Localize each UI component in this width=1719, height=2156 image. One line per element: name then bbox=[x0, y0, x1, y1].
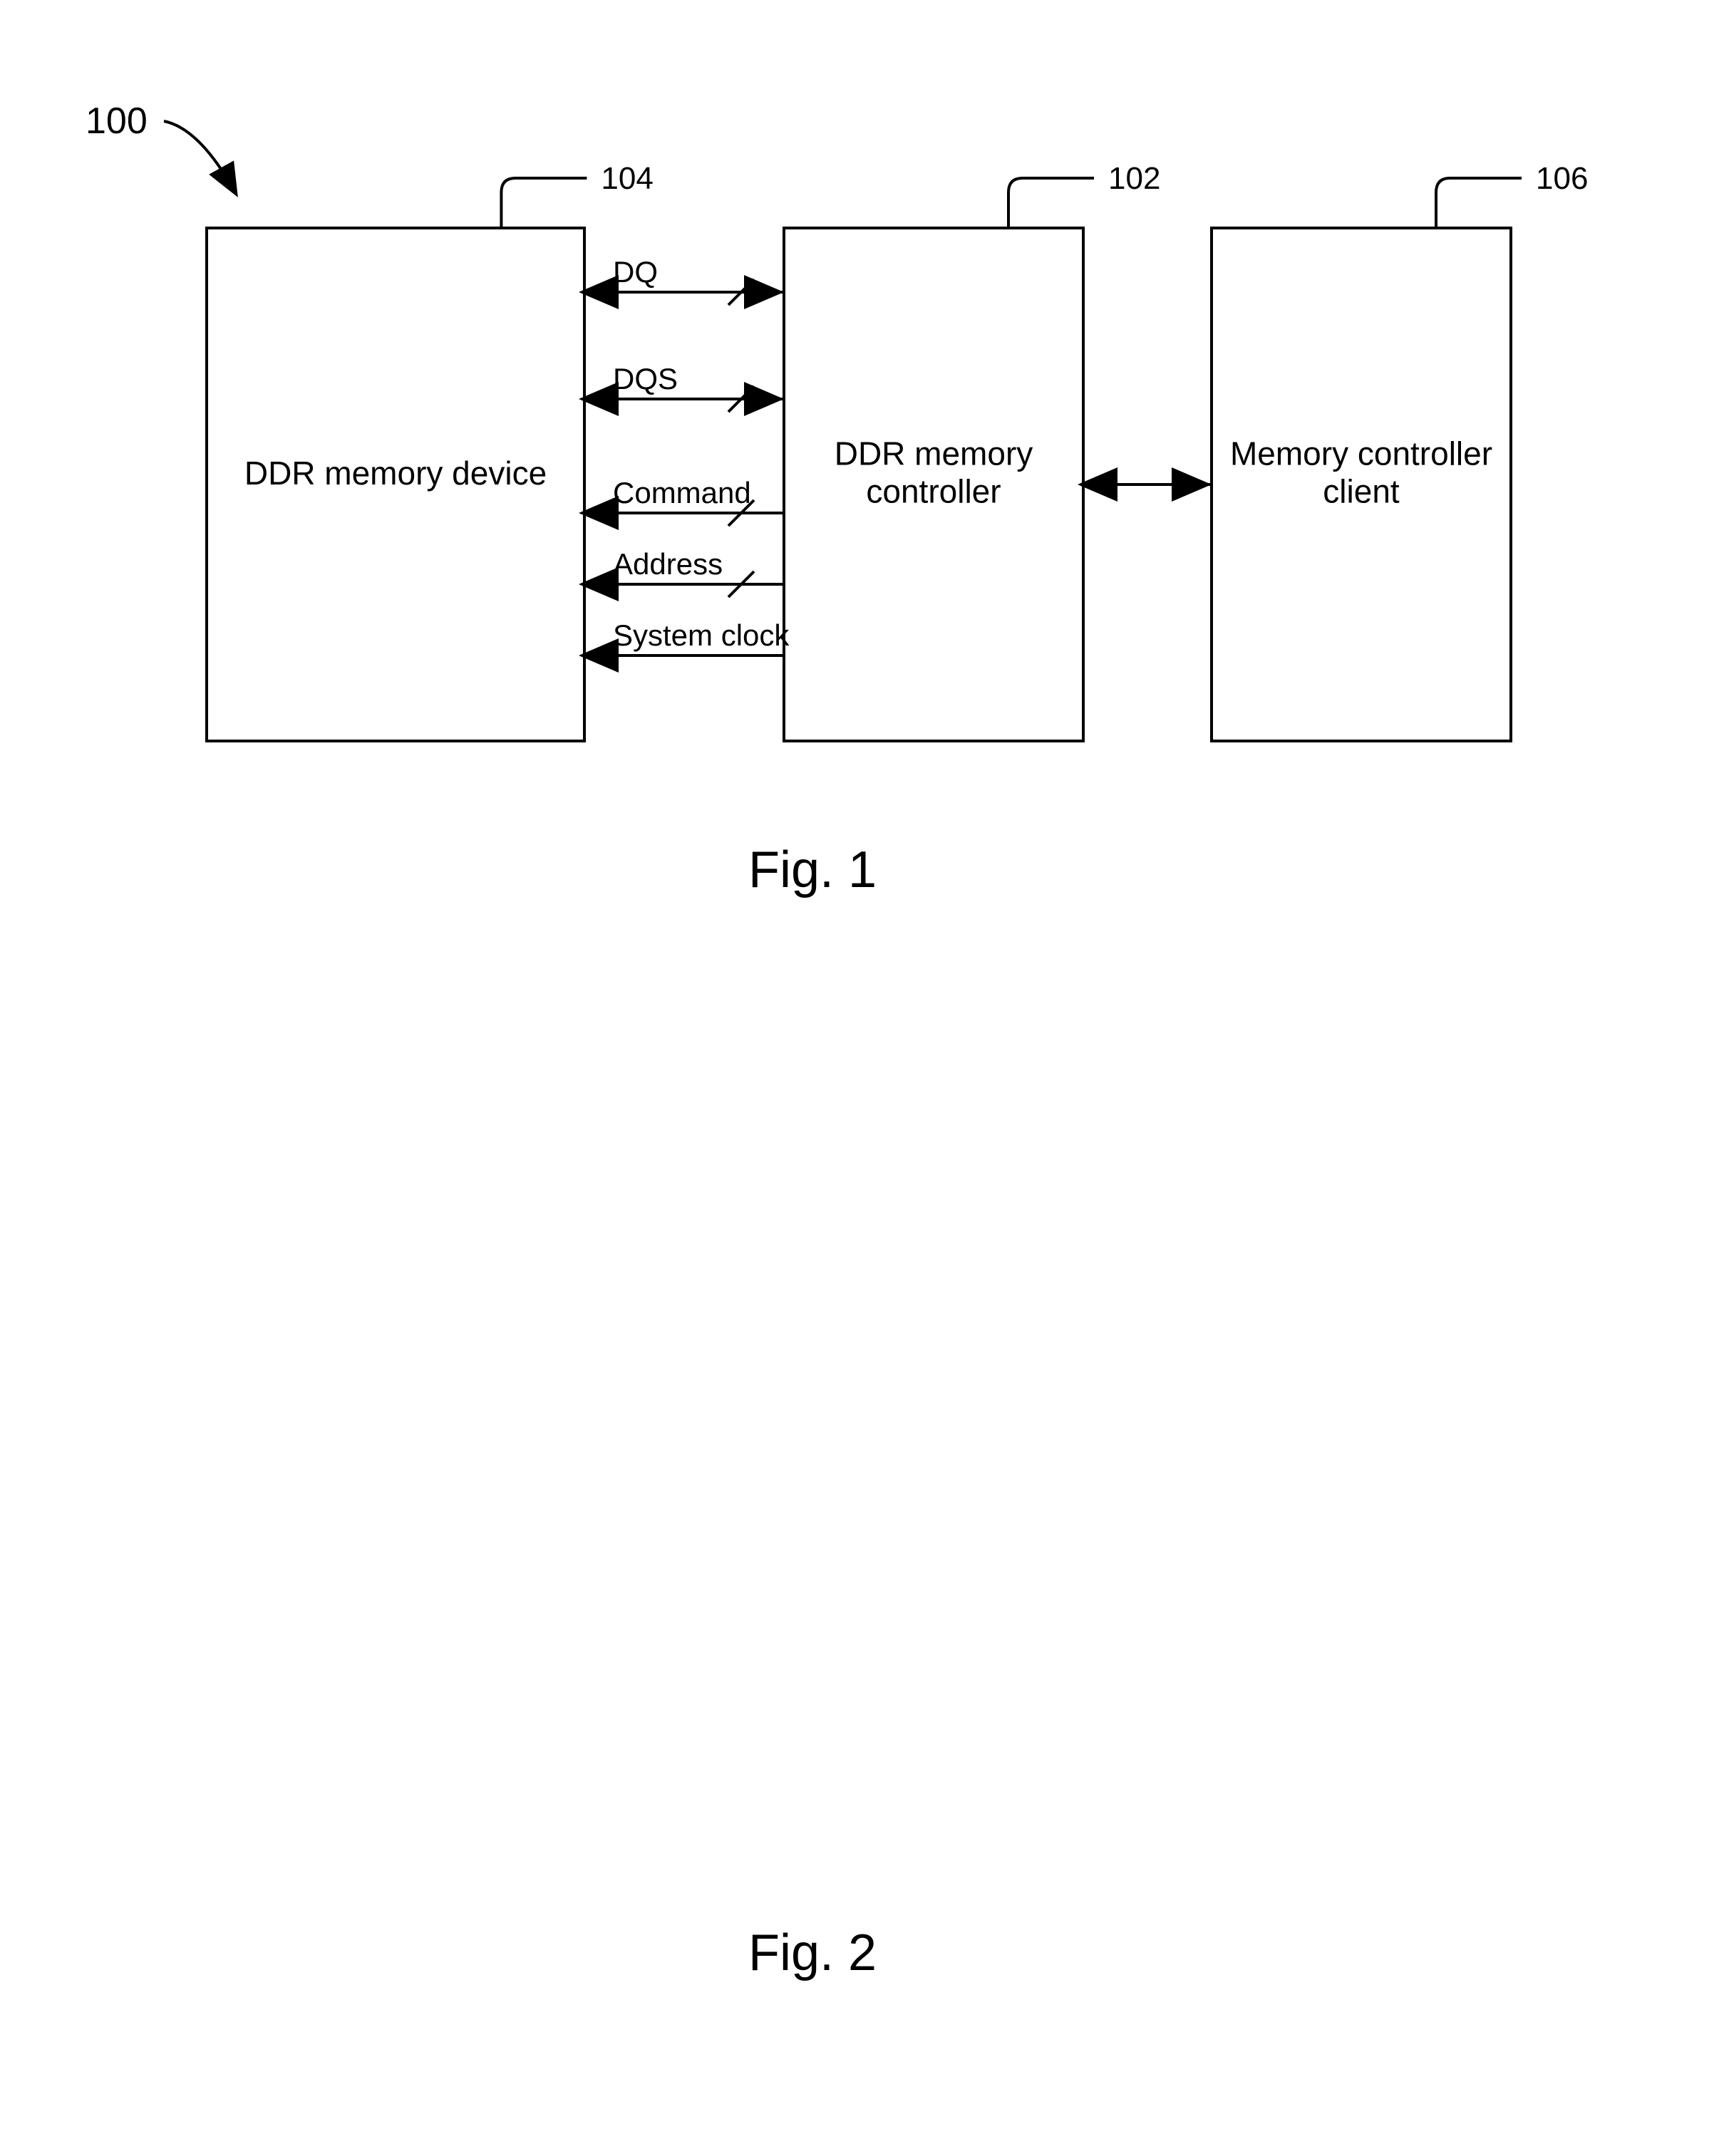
figure-2-caption: Fig. 2 bbox=[748, 1924, 877, 1982]
page: 100 DDR memory device104DDR memorycontro… bbox=[0, 0, 1719, 2156]
figure-2: DQSPreamblePostambleDQD0D1D2D3DelayedDQS… bbox=[0, 0, 1719, 926]
